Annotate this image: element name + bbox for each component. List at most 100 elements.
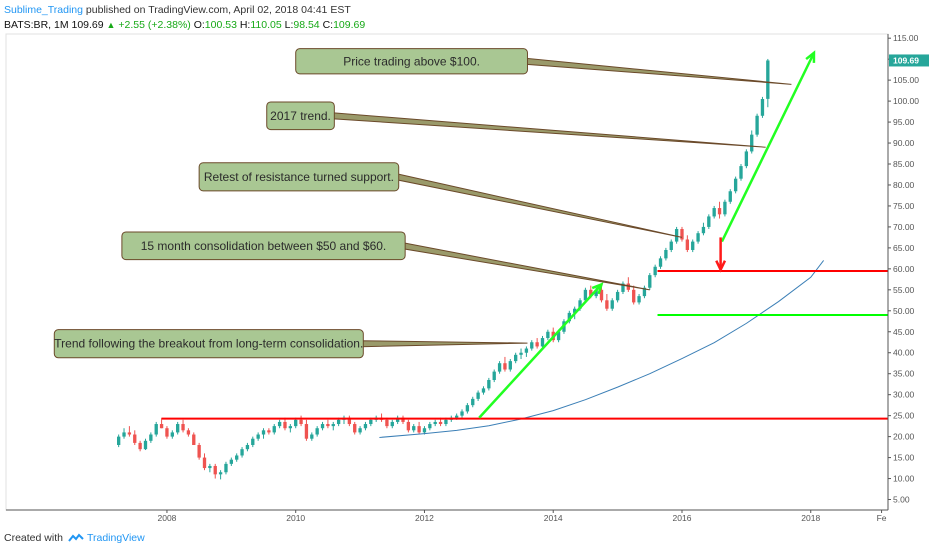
candle-body bbox=[315, 428, 319, 435]
candle-body bbox=[739, 166, 743, 179]
candles bbox=[117, 58, 770, 480]
symbol-label: BATS:BR, 1M bbox=[4, 19, 69, 31]
candle-body bbox=[465, 405, 470, 412]
callout-pointer bbox=[331, 112, 766, 148]
candle-body bbox=[744, 151, 749, 167]
callout-box bbox=[295, 48, 528, 75]
candle-body bbox=[138, 442, 142, 450]
candle-body bbox=[117, 436, 121, 445]
candle-body bbox=[197, 444, 201, 458]
candle-body bbox=[701, 226, 706, 234]
candle-body bbox=[540, 338, 545, 347]
author-name[interactable]: Sublime_Trading bbox=[4, 4, 83, 16]
axes: 5.00 10.00 15.00 20.00 25.00 30.00 35.00 40.00 4… bbox=[5, 33, 929, 523]
candle-body bbox=[621, 283, 625, 292]
y-tick-label: 75.00 bbox=[893, 201, 915, 211]
low-value: 98.54 bbox=[293, 19, 320, 31]
y-tick-label: 50.00 bbox=[893, 306, 915, 316]
candle-body bbox=[331, 424, 335, 427]
y-tick-label: 95.00 bbox=[893, 117, 915, 127]
candle-body bbox=[615, 291, 620, 301]
x-tick-label: 2012 bbox=[415, 513, 434, 523]
callout-text: Trend following the breakout from long-t… bbox=[54, 337, 363, 351]
candle-body bbox=[208, 465, 212, 469]
candle-body bbox=[326, 424, 330, 427]
candle-body bbox=[685, 239, 690, 250]
candle-body bbox=[594, 289, 598, 297]
candle-body bbox=[154, 424, 158, 435]
publish-line: Sublime_Trading published on TradingView… bbox=[4, 3, 928, 18]
last-price-tag bbox=[889, 54, 929, 67]
close-value: 109.69 bbox=[333, 19, 366, 31]
candle-body bbox=[674, 229, 679, 242]
candle-body bbox=[503, 363, 507, 370]
callout-text: Retest of resistance turned support. bbox=[204, 170, 394, 184]
callout-box bbox=[266, 101, 335, 131]
candle-body bbox=[245, 444, 250, 450]
x-tick-label: 2018 bbox=[801, 513, 820, 523]
candle-body bbox=[492, 371, 496, 380]
candle-body bbox=[599, 289, 604, 301]
candle-body bbox=[444, 419, 448, 425]
candle-body bbox=[133, 434, 137, 443]
tradingview-brand[interactable]: TradingView bbox=[86, 532, 145, 544]
candle-body bbox=[288, 426, 293, 429]
green-arrow-head bbox=[591, 282, 604, 295]
trend-arrows bbox=[478, 50, 816, 419]
candle-body bbox=[632, 289, 636, 303]
candle-body bbox=[143, 440, 148, 450]
callout-pointer bbox=[524, 57, 792, 85]
callout-box bbox=[121, 231, 406, 261]
candle-body bbox=[530, 342, 534, 349]
candle-body bbox=[186, 430, 191, 435]
y-tick-label: 40.00 bbox=[893, 348, 915, 358]
candle-body bbox=[497, 363, 502, 372]
candle-body bbox=[487, 379, 491, 389]
y-tick-label: 30.00 bbox=[893, 390, 915, 400]
x-tick-label: 2016 bbox=[673, 513, 692, 523]
y-tick-label: 85.00 bbox=[893, 159, 915, 169]
candle-body bbox=[476, 392, 480, 399]
x-tick-label: 2010 bbox=[286, 513, 305, 523]
candle-body bbox=[417, 426, 421, 433]
plot-frame bbox=[5, 33, 889, 511]
candle-body bbox=[578, 300, 582, 309]
x-tick-label: 2008 bbox=[157, 513, 176, 523]
candle-body bbox=[294, 419, 298, 427]
candle-body bbox=[159, 424, 164, 429]
candle-body bbox=[707, 216, 711, 227]
y-tick-label: 100.00 bbox=[893, 96, 919, 106]
candle-body bbox=[390, 421, 394, 427]
candle-body bbox=[766, 60, 770, 99]
y-tick-label: 5.00 bbox=[893, 495, 910, 505]
candle-body bbox=[481, 388, 486, 393]
candle-body bbox=[460, 411, 464, 416]
up-triangle-icon: ▲ bbox=[106, 20, 116, 30]
candle-body bbox=[272, 426, 276, 433]
candle-body bbox=[218, 472, 223, 475]
candle-body bbox=[454, 415, 459, 418]
candle-body bbox=[224, 463, 228, 473]
candle-body bbox=[610, 300, 614, 309]
chart-header: Sublime_Trading published on TradingView… bbox=[4, 3, 928, 33]
candle-body bbox=[127, 432, 132, 435]
candle-body bbox=[583, 289, 588, 301]
candle-body bbox=[717, 208, 722, 215]
green-arrow-head bbox=[805, 50, 816, 63]
candle-body bbox=[653, 266, 657, 276]
callout-box bbox=[198, 162, 400, 192]
y-tick-label: 25.00 bbox=[893, 411, 915, 421]
callout-text: 15 month consolidation between $50 and $… bbox=[141, 239, 387, 253]
candle-body bbox=[733, 178, 738, 192]
candle-body bbox=[755, 115, 759, 135]
candle-body bbox=[256, 434, 260, 439]
y-tick-label: 55.00 bbox=[893, 285, 915, 295]
candle-body bbox=[648, 275, 652, 288]
candle-body bbox=[669, 241, 673, 250]
candle-body bbox=[760, 99, 765, 116]
y-tick-label: 65.00 bbox=[893, 243, 915, 253]
annotations: Price trading above $100. 2017 trend. Rete… bbox=[53, 48, 792, 359]
candle-body bbox=[422, 428, 427, 433]
candle-body bbox=[428, 424, 432, 429]
